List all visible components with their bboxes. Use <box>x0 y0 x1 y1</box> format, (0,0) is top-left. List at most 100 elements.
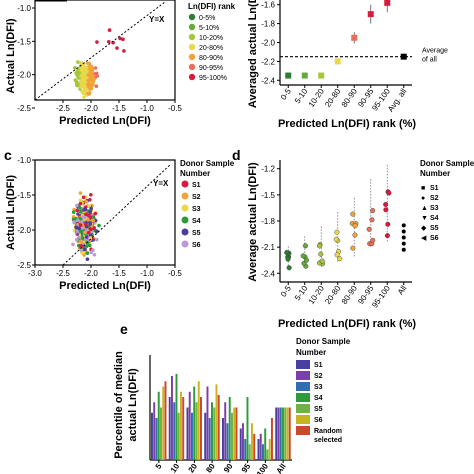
panel-e-bar <box>171 376 173 460</box>
panel-d-point <box>370 237 376 243</box>
panel-e-bar <box>264 428 267 460</box>
panel-a-frame <box>34 0 176 101</box>
panel-e-bar <box>175 373 178 460</box>
panel-d-point <box>350 245 356 251</box>
panel-d-point <box>334 252 340 258</box>
panel-e-bar <box>246 397 249 460</box>
panel-e-xtick-label: 100 <box>255 462 270 474</box>
panel-e-bar <box>155 418 158 460</box>
panel-c-point <box>83 247 87 252</box>
panel-a-legend-label: 80-90% <box>199 55 223 62</box>
panel-b-ytick-label: -1.6 <box>261 1 275 10</box>
panel-e-bar <box>200 397 202 460</box>
panel-e-bar <box>235 407 238 460</box>
panel-c-point <box>78 198 83 203</box>
panel-d-point <box>352 223 358 229</box>
panel-c-point <box>85 251 90 256</box>
panel-b-point <box>400 53 407 60</box>
panel-c-point <box>79 243 83 248</box>
panel-d-point <box>300 253 306 259</box>
panel-c-point <box>84 244 89 249</box>
panel-a-point <box>89 75 94 80</box>
panel-c-point <box>91 215 96 219</box>
panel-a-point <box>75 73 80 78</box>
panel-c-point <box>80 236 85 241</box>
panel-c-legend-title-1: Donor Sample <box>180 159 235 168</box>
panel-c-point <box>88 197 92 202</box>
panel-b-point <box>334 58 341 65</box>
panel-c-legend-label: S6 <box>192 242 201 249</box>
panel-d-point <box>385 221 391 227</box>
panel-d-legend-label: S3 <box>430 205 439 212</box>
panel-c-legend-marker <box>181 180 189 188</box>
panel-a-legend-marker <box>188 33 196 41</box>
panel-d-legend-marker: ▲ <box>421 205 428 212</box>
panel-e-legend-title-2: Number <box>296 348 326 357</box>
panel-d-point <box>334 229 340 235</box>
panel-b-ytick-label: -2.2 <box>261 57 275 66</box>
panel-d-legend-marker: ● <box>421 195 425 202</box>
panel-a-point <box>81 74 85 79</box>
panel-a-point <box>107 28 112 32</box>
panel-c-point <box>75 208 80 213</box>
panel-e-legend-label: S5 <box>314 406 323 413</box>
panel-c-xtick-label: -1.5 <box>112 269 126 278</box>
panel-b-point <box>318 72 325 79</box>
panel-c-legend-marker <box>181 228 189 236</box>
panel-c-point <box>88 209 93 214</box>
panel-e-bar <box>168 397 171 460</box>
panel-c-xlabel: Predicted Ln(DFI) <box>59 280 151 292</box>
panel-b-xtick-label: 10-20 <box>307 87 326 109</box>
panel-c-xtick-label: -1.0 <box>140 269 154 278</box>
panel-e-bar <box>164 381 167 460</box>
panel-e-bar <box>284 407 287 460</box>
panel-c-legend-marker <box>181 192 189 200</box>
panel-b-point <box>384 0 391 6</box>
panel-b-xtick-label: 80-90 <box>340 87 359 109</box>
panel-c-point <box>84 200 89 204</box>
panel-c-point <box>75 229 80 234</box>
panel-b-point <box>285 72 292 79</box>
panel-e-xtick-label: 20 <box>187 462 200 474</box>
panel-e-bar <box>215 384 218 460</box>
panel-e-ylabel-2: actual Ln(DFI) <box>127 368 139 442</box>
panel-e-bar <box>242 423 244 460</box>
panel-a-legend-marker <box>188 43 196 51</box>
panel-a-point <box>106 39 111 44</box>
panel-a-yx-label: Y=X <box>149 15 165 24</box>
panel-a-point <box>82 67 87 72</box>
panel-c-point <box>88 236 93 240</box>
panel-e-bar <box>279 407 282 460</box>
panel-d-label: d <box>232 147 241 163</box>
panel-c-point <box>79 240 84 244</box>
panel-a-legend-marker <box>188 23 196 31</box>
panel-e-bar <box>177 412 180 460</box>
panel-c-legend-label: S4 <box>192 218 201 225</box>
panel-a-xtick-label: -1.0 <box>140 104 154 113</box>
panel-a-legend-marker <box>188 13 196 21</box>
panel-c-point <box>84 235 89 239</box>
panel-a-point <box>76 60 80 64</box>
panel-e-bar <box>244 439 247 460</box>
panel-c-ylabel: Actual Ln(DFI) <box>5 175 17 250</box>
panel-c-legend-title-2: Number <box>180 169 210 178</box>
panel-c-xtick-label: -2.5 <box>56 269 70 278</box>
panel-c-point <box>76 218 80 223</box>
panel-c-ytick-label: -2.5 <box>17 261 31 270</box>
panel-e-bar <box>288 407 291 460</box>
panel-e-bar <box>259 433 262 460</box>
panel-c-point <box>89 192 93 197</box>
panel-a-point <box>81 77 86 82</box>
panel-c-point <box>75 237 79 242</box>
panel-e-bar <box>217 394 220 460</box>
panel-a-point <box>118 36 122 41</box>
panel-b-ytick-label: -2.4 <box>261 76 275 85</box>
panel-c-legend-label: S3 <box>192 206 201 213</box>
panel-d-point <box>383 207 389 213</box>
panel-e-bar <box>188 391 191 460</box>
panel-e-xtick-label: All <box>275 462 288 474</box>
panel-c-legend-label: S1 <box>192 182 201 189</box>
panel-d-point <box>384 233 390 239</box>
panel-b-reference-label-1: Average <box>422 48 448 55</box>
panel-a-point <box>82 81 87 85</box>
